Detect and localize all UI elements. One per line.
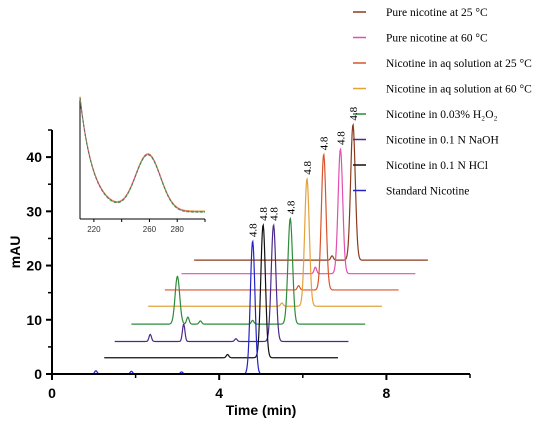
y-tick-label: 20 (26, 258, 42, 274)
legend-label-5: Nicotine in 0.1 N NaOH (386, 135, 499, 147)
peak-label-3: 4.8 (302, 161, 314, 175)
inset-x-tick-label: 260 (143, 225, 157, 234)
inset-spectrum-line (79, 96, 205, 212)
trace-2 (164, 152, 399, 291)
legend-label-2: Nicotine in aq solution at 25 °C (386, 58, 532, 70)
legend-label-6: Nicotine in 0.1 N HCl (386, 160, 488, 172)
chromatogram-traces (93, 122, 428, 375)
trace-4 (131, 216, 366, 325)
inset-spectrum-line (79, 97, 205, 213)
trace-3 (148, 177, 382, 307)
legend-label-4: Nicotine in 0.03% H₂O₂ (386, 109, 498, 121)
peak-label-6: 4.8 (258, 207, 270, 221)
trace-0 (194, 122, 428, 261)
peak-label-2: 4.8 (319, 136, 331, 150)
inset-spectrum-line (79, 97, 205, 213)
legend-label-7: Standard Nicotine (386, 186, 469, 198)
y-axis-label: mAU (7, 236, 23, 269)
legend-label-1: Pure nicotine at 60 °C (386, 33, 488, 45)
y-tick-label: 40 (26, 149, 42, 165)
inset-spectrum-line (79, 96, 205, 212)
y-tick-label: 0 (34, 366, 42, 382)
x-tick-label: 0 (48, 385, 56, 401)
peak-label-1: 4.8 (335, 131, 347, 145)
x-tick-label: 4 (215, 385, 223, 401)
peak-label-0: 4.8 (348, 106, 360, 120)
peak-label-5: 4.8 (269, 207, 281, 221)
uv-spectrum-inset: 220 260 280 (79, 96, 206, 234)
legend-label-3: Nicotine in aq solution at 60 °C (386, 84, 532, 96)
inset-x-tick-label: 280 (171, 225, 185, 234)
legend: Pure nicotine at 25 °C Pure nicotine at 6… (353, 7, 532, 198)
trace-5 (114, 223, 349, 343)
y-tick-label: 30 (26, 203, 42, 219)
x-axis-label: Time (min) (226, 402, 297, 418)
peak-labels: 4.84.84.84.84.84.84.84.8 (248, 106, 360, 237)
trace-6 (104, 223, 338, 359)
main-axes: 0 4 8 0 10 20 30 40 Time (min) mAU (7, 129, 471, 418)
inset-x-tick-label: 220 (87, 225, 101, 234)
peak-label-4: 4.8 (285, 200, 297, 214)
legend-label-0: Pure nicotine at 25 °C (386, 7, 488, 19)
peak-label-7: 4.8 (248, 223, 260, 237)
trace-1 (181, 147, 416, 275)
x-tick-label: 8 (383, 385, 391, 401)
y-tick-label: 10 (26, 312, 42, 328)
